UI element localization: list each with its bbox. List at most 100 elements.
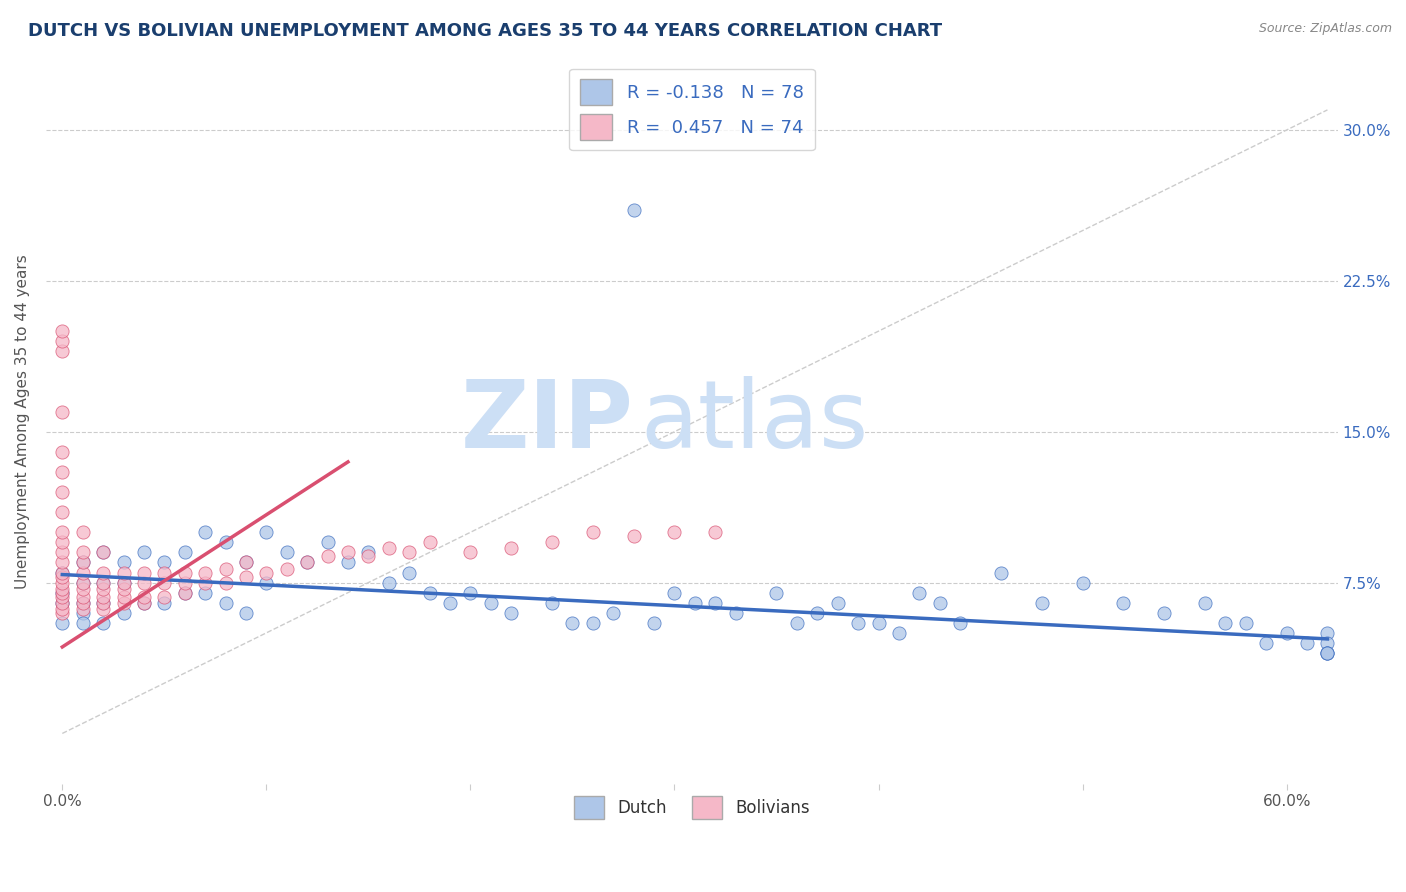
Point	[91, 596, 114, 610]
Point	[194, 575, 217, 590]
Point	[91, 601, 114, 615]
Point	[949, 615, 972, 630]
Point	[1071, 575, 1094, 590]
Point	[132, 575, 155, 590]
Text: atlas: atlas	[640, 376, 869, 467]
Point	[357, 545, 380, 559]
Point	[928, 596, 950, 610]
Point	[112, 596, 135, 610]
Point	[72, 556, 94, 570]
Point	[214, 575, 236, 590]
Y-axis label: Unemployment Among Ages 35 to 44 years: Unemployment Among Ages 35 to 44 years	[15, 254, 30, 589]
Point	[91, 596, 114, 610]
Point	[1256, 636, 1278, 650]
Point	[1031, 596, 1053, 610]
Point	[112, 566, 135, 580]
Point	[51, 615, 73, 630]
Point	[51, 445, 73, 459]
Point	[91, 545, 114, 559]
Point	[112, 606, 135, 620]
Point	[887, 625, 910, 640]
Point	[91, 615, 114, 630]
Point	[1153, 606, 1175, 620]
Point	[254, 575, 277, 590]
Point	[316, 549, 339, 564]
Point	[51, 404, 73, 418]
Point	[439, 596, 461, 610]
Point	[276, 561, 298, 575]
Point	[112, 590, 135, 604]
Point	[460, 545, 482, 559]
Point	[235, 606, 257, 620]
Point	[51, 569, 73, 583]
Point	[501, 541, 523, 556]
Point	[72, 525, 94, 540]
Point	[1215, 615, 1237, 630]
Point	[398, 566, 420, 580]
Point	[827, 596, 849, 610]
Point	[704, 596, 727, 610]
Point	[51, 334, 73, 349]
Point	[316, 535, 339, 549]
Point	[112, 556, 135, 570]
Point	[72, 556, 94, 570]
Point	[132, 545, 155, 559]
Point	[132, 596, 155, 610]
Text: ZIP: ZIP	[461, 376, 634, 467]
Point	[173, 585, 195, 599]
Point	[51, 505, 73, 519]
Point	[51, 596, 73, 610]
Point	[582, 525, 605, 540]
Point	[541, 535, 564, 549]
Point	[623, 203, 645, 218]
Point	[91, 590, 114, 604]
Point	[295, 556, 318, 570]
Point	[51, 556, 73, 570]
Point	[378, 541, 401, 556]
Point	[51, 535, 73, 549]
Point	[254, 566, 277, 580]
Point	[51, 596, 73, 610]
Point	[72, 590, 94, 604]
Point	[72, 615, 94, 630]
Point	[112, 575, 135, 590]
Point	[132, 566, 155, 580]
Point	[561, 615, 583, 630]
Point	[704, 525, 727, 540]
Point	[72, 575, 94, 590]
Point	[72, 601, 94, 615]
Point	[990, 566, 1012, 580]
Point	[501, 606, 523, 620]
Point	[1234, 615, 1257, 630]
Point	[1194, 596, 1216, 610]
Point	[72, 596, 94, 610]
Point	[214, 561, 236, 575]
Point	[1316, 636, 1339, 650]
Point	[908, 585, 931, 599]
Point	[173, 585, 195, 599]
Point	[1275, 625, 1298, 640]
Point	[336, 556, 359, 570]
Point	[786, 615, 808, 630]
Point	[72, 596, 94, 610]
Point	[72, 545, 94, 559]
Point	[357, 549, 380, 564]
Point	[398, 545, 420, 559]
Text: Source: ZipAtlas.com: Source: ZipAtlas.com	[1258, 22, 1392, 36]
Point	[153, 596, 176, 610]
Point	[112, 575, 135, 590]
Point	[51, 585, 73, 599]
Point	[295, 556, 318, 570]
Point	[51, 590, 73, 604]
Point	[72, 575, 94, 590]
Point	[194, 585, 217, 599]
Point	[91, 582, 114, 596]
Point	[153, 556, 176, 570]
Point	[91, 575, 114, 590]
Point	[378, 575, 401, 590]
Point	[173, 566, 195, 580]
Point	[724, 606, 747, 620]
Point	[479, 596, 502, 610]
Point	[1316, 646, 1339, 660]
Point	[643, 615, 665, 630]
